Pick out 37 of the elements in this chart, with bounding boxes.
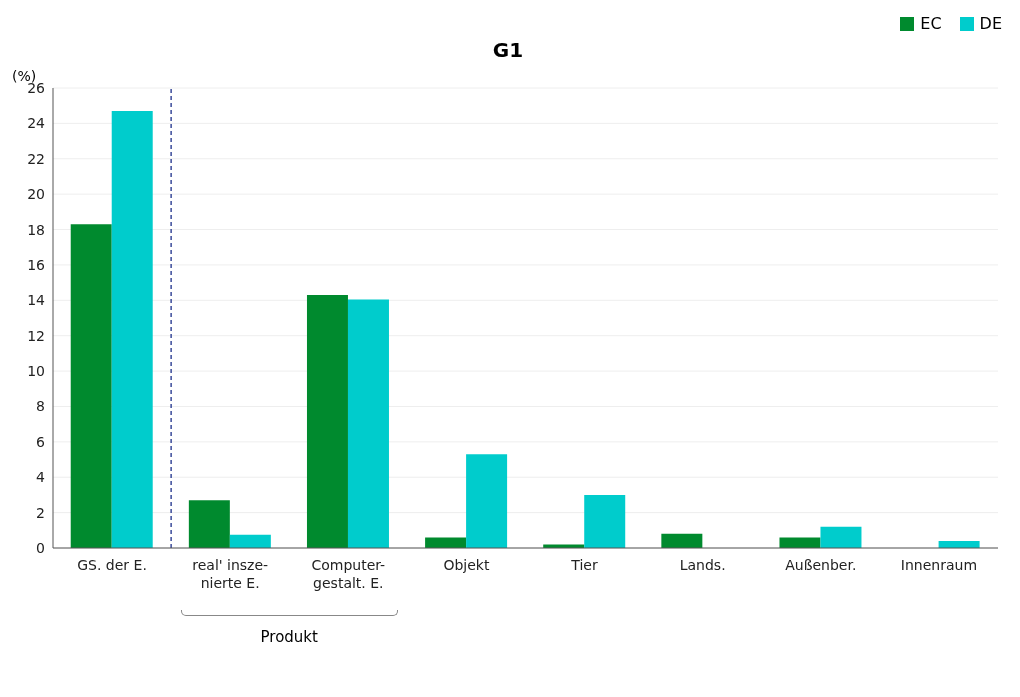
y-tick-label: 10 [27, 363, 45, 380]
bar [188, 500, 230, 548]
bar [779, 537, 821, 548]
bar [466, 454, 508, 548]
bar [306, 295, 348, 548]
y-tick-label: 8 [36, 398, 45, 415]
chart-title: G1 [491, 38, 525, 62]
y-tick-label: 20 [27, 186, 45, 203]
y-tick-label: 22 [27, 150, 45, 167]
bar [584, 494, 626, 548]
x-tick-label: Objekt [443, 557, 490, 573]
x-tick-label: Lands. [679, 557, 726, 573]
x-tick-label: real' insze- nierte E. [192, 557, 269, 591]
y-tick-label: 24 [27, 115, 46, 132]
bar [820, 526, 862, 548]
y-tick-label: 14 [27, 292, 46, 309]
y-tick-label: 0 [36, 539, 45, 556]
y-tick-label: 12 [27, 327, 45, 344]
bar [111, 111, 153, 548]
x-tick-label: Innenraum [900, 557, 978, 573]
y-tick-label: 6 [36, 433, 46, 450]
bar [425, 537, 467, 548]
bar [661, 533, 703, 548]
bar [229, 534, 271, 548]
y-tick-label: 18 [27, 221, 45, 238]
bar [70, 224, 112, 548]
y-tick-label: 16 [27, 256, 46, 273]
bar [347, 299, 389, 548]
y-tick-label: 2 [36, 504, 45, 521]
legend-label: EC [919, 14, 942, 33]
legend-label: DE [978, 14, 1002, 33]
text: Produkt [259, 628, 319, 646]
x-tick-label: Außenber. [785, 557, 857, 573]
x-tick-label: GS. der E. [77, 557, 147, 573]
x-tick-label: Computer- gestalt. E. [311, 557, 386, 591]
y-tick-label: 4 [36, 469, 46, 486]
x-tick-label: Tier [570, 557, 598, 573]
